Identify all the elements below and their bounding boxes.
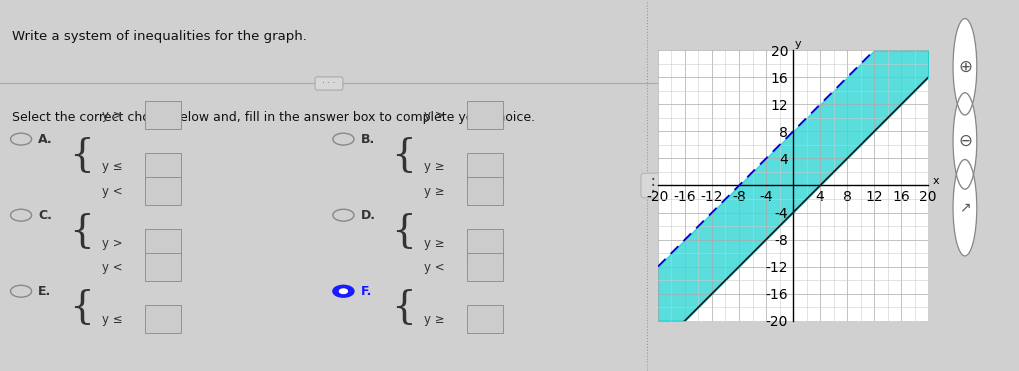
FancyBboxPatch shape [467,305,502,333]
Text: ⋮: ⋮ [644,177,660,194]
Text: y ≤: y ≤ [102,160,122,174]
Text: y: y [795,39,801,49]
Text: {: { [69,289,94,326]
FancyBboxPatch shape [467,101,502,129]
FancyBboxPatch shape [145,177,180,205]
Circle shape [332,285,354,297]
Text: y ≤: y ≤ [102,312,122,326]
Text: y >: y > [102,236,122,250]
Text: {: { [69,137,94,174]
Text: {: { [391,137,416,174]
FancyBboxPatch shape [467,177,502,205]
Text: B.: B. [360,132,374,146]
Text: F.: F. [360,285,372,298]
Text: y >: y > [102,108,122,122]
FancyBboxPatch shape [467,229,502,257]
Text: E.: E. [38,285,51,298]
Circle shape [952,93,976,189]
Text: {: { [391,213,416,250]
FancyBboxPatch shape [145,153,180,181]
Text: y <: y < [424,260,444,274]
Text: y <: y < [102,184,122,198]
Text: y ≥: y ≥ [424,236,444,250]
Text: Select the correct choice below and, fill in the answer box to complete your cho: Select the correct choice below and, fil… [12,111,534,124]
Circle shape [952,160,976,256]
FancyBboxPatch shape [145,253,180,281]
Circle shape [952,19,976,115]
Text: ↗: ↗ [958,201,970,215]
FancyBboxPatch shape [467,253,502,281]
Text: C.: C. [38,209,52,222]
Text: y ≥: y ≥ [424,312,444,326]
FancyBboxPatch shape [145,229,180,257]
Text: ⊕: ⊕ [957,58,971,76]
Text: Write a system of inequalities for the graph.: Write a system of inequalities for the g… [12,30,307,43]
Text: D.: D. [360,209,375,222]
FancyBboxPatch shape [145,101,180,129]
Text: A.: A. [38,132,53,146]
Text: y ≥: y ≥ [424,160,444,174]
Text: {: { [69,213,94,250]
Text: y ≥: y ≥ [424,184,444,198]
Circle shape [339,289,347,293]
Text: y <: y < [102,260,122,274]
Text: {: { [391,289,416,326]
Text: ⊖: ⊖ [957,132,971,150]
Text: · · ·: · · · [317,79,340,88]
FancyBboxPatch shape [145,305,180,333]
FancyBboxPatch shape [467,153,502,181]
Text: x: x [932,177,938,187]
Text: y >: y > [424,108,444,122]
